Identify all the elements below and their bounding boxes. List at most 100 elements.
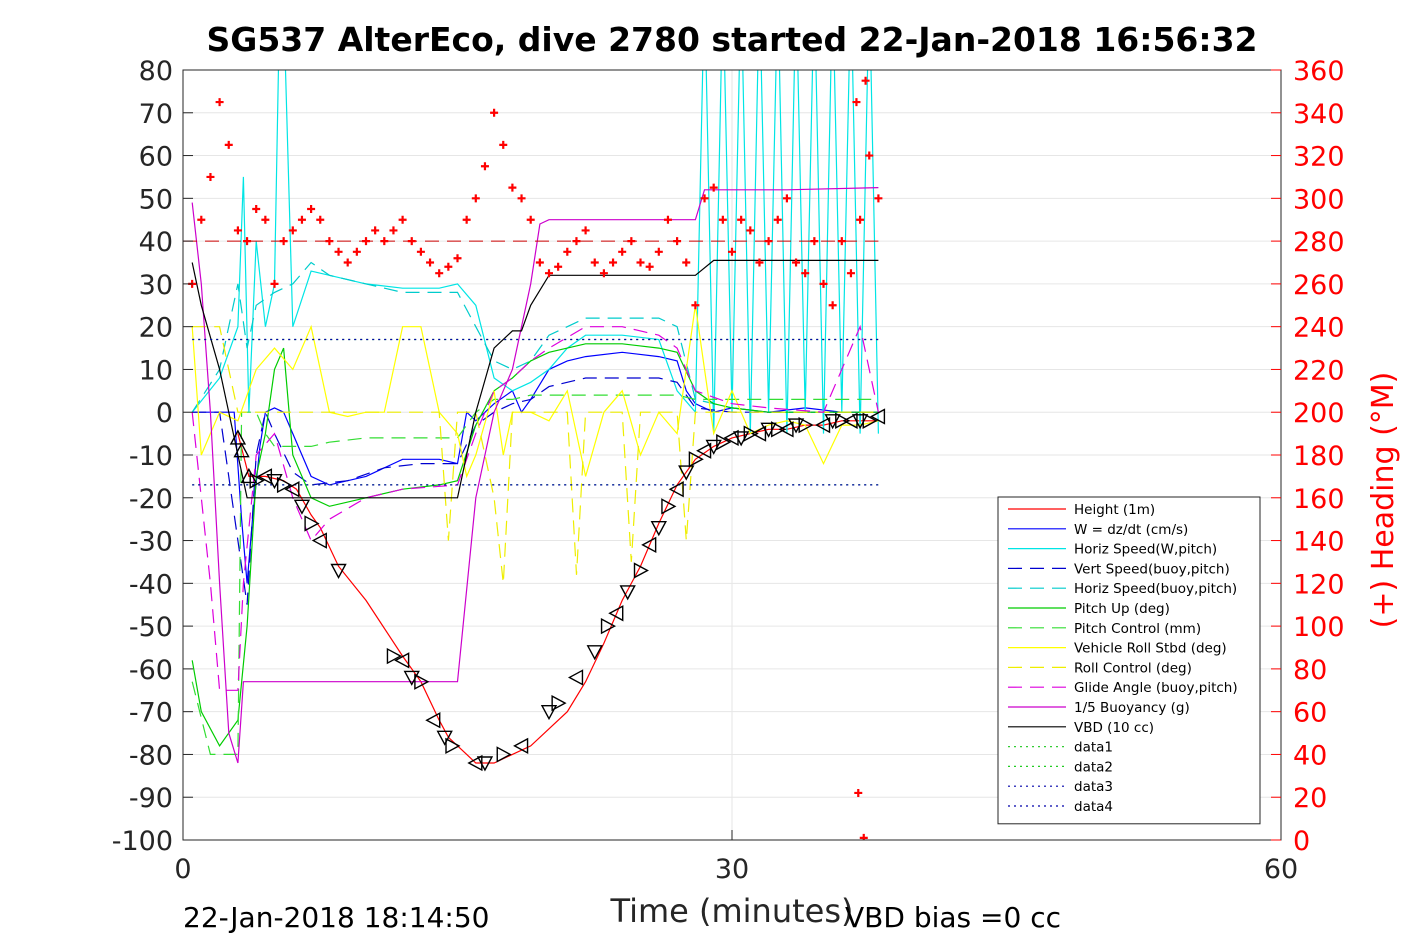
legend-label-glide: Glide Angle (buoy,pitch) (1074, 680, 1238, 696)
y-tick-label: -80 (129, 740, 173, 771)
series-vbd (191, 259, 879, 499)
heading-point (865, 151, 874, 160)
y2-tick-label: 0 (1293, 826, 1310, 857)
heading-point (645, 262, 654, 271)
depth-marker (540, 704, 558, 721)
depth-marker (798, 416, 814, 434)
timestamp-footer: 22-Jan-2018 18:14:50 (183, 901, 489, 934)
heading-point (746, 226, 755, 235)
heading-point (609, 258, 618, 267)
y2-tick-label: 320 (1293, 142, 1345, 173)
depth-marker (619, 585, 636, 601)
depth-marker (256, 468, 273, 485)
heading-point (380, 237, 389, 246)
depth-marker (668, 481, 684, 498)
heading-point (389, 226, 398, 235)
depth-marker (513, 737, 529, 755)
heading-point (279, 237, 288, 246)
y2-tick-label: 140 (1293, 527, 1345, 558)
heading-point (691, 301, 700, 310)
depth-marker (815, 416, 831, 434)
y2-tick-label: 360 (1293, 56, 1345, 87)
heading-point (206, 172, 215, 181)
heading-point (325, 237, 334, 246)
heading-point (854, 788, 863, 797)
series-glide (191, 324, 879, 691)
depth-marker (330, 563, 347, 579)
depth-marker (586, 645, 603, 661)
y2-tick-label: 40 (1293, 740, 1327, 771)
heading-point (435, 269, 444, 278)
depth-marker (661, 498, 677, 515)
legend-label-w: W = dz/dt (cm/s) (1074, 522, 1188, 538)
heading-point (801, 269, 810, 278)
y-tick-label: -100 (112, 826, 173, 857)
y-tick-label: 60 (139, 142, 173, 173)
heading-point (407, 237, 416, 246)
heading-point (307, 205, 316, 214)
heading-point (874, 194, 883, 203)
depth-marker (386, 647, 402, 665)
heading-point (618, 247, 627, 256)
y2-tick-label: 280 (1293, 227, 1345, 258)
chart-title: SG537 AlterEco, dive 2780 started 22-Jan… (206, 20, 1257, 59)
heading-point (426, 258, 435, 267)
heading-point (270, 279, 279, 288)
heading-point (792, 258, 801, 267)
legend-label-height: Height (1m) (1074, 502, 1155, 518)
heading-point (371, 226, 380, 235)
y-tick-label: 50 (139, 184, 173, 215)
depth-marker (696, 442, 712, 459)
heading-point (508, 183, 517, 192)
y-axis-right: 0 20 40 60 80 100 120 140 160 180 200 220 240 260 280 3… (1271, 56, 1345, 857)
x-axis: 0 30 60 (174, 830, 1298, 885)
heading-point (471, 194, 480, 203)
depth-marker (862, 412, 878, 429)
y2-tick-label: 120 (1293, 569, 1345, 600)
heading-point (215, 98, 224, 107)
legend-label-data4: data4 (1074, 799, 1113, 815)
y2-tick-label: 220 (1293, 355, 1345, 386)
depth-marker (750, 425, 767, 442)
heading-point (197, 215, 206, 224)
x-axis-label: Time (minutes) (610, 892, 854, 930)
depth-marker (445, 737, 461, 755)
heading-point (852, 98, 861, 107)
heading-point (343, 258, 352, 267)
legend-label-data1: data1 (1074, 740, 1113, 756)
depth-marker (229, 429, 247, 445)
y2-axis-label: (+) Heading (°M) (1366, 372, 1401, 629)
depth-marker (496, 746, 512, 763)
depth-marker (311, 532, 327, 549)
heading-point (261, 215, 270, 224)
y-tick-label: 10 (139, 355, 173, 386)
heading-point (654, 247, 663, 256)
heading-point (490, 108, 499, 117)
heading-point (663, 215, 672, 224)
depth-marker (249, 472, 265, 489)
heading-point (755, 258, 764, 267)
depth-marker (304, 515, 320, 532)
heading-point (782, 194, 791, 203)
depth-marker (835, 412, 851, 429)
y2-tick-label: 160 (1293, 484, 1345, 515)
heading-point (846, 269, 855, 278)
depth-marker (476, 756, 494, 772)
heading-point (709, 183, 718, 192)
depth-marker (394, 652, 410, 669)
series-layer (183, 70, 879, 764)
legend-label-horiz_w: Horiz Speed(W,pitch) (1074, 542, 1217, 558)
heading-point (837, 237, 846, 246)
depth-marker (743, 425, 759, 442)
y2-tick-label: 20 (1293, 783, 1327, 814)
heading-point (737, 215, 746, 224)
y2-tick-label: 80 (1293, 655, 1327, 686)
heading-point (810, 237, 819, 246)
heading-point (545, 269, 553, 278)
heading-point (828, 301, 837, 310)
heading-point (581, 226, 590, 235)
heading-point (673, 237, 682, 246)
heading-point (859, 833, 868, 840)
heading-point (728, 247, 736, 256)
